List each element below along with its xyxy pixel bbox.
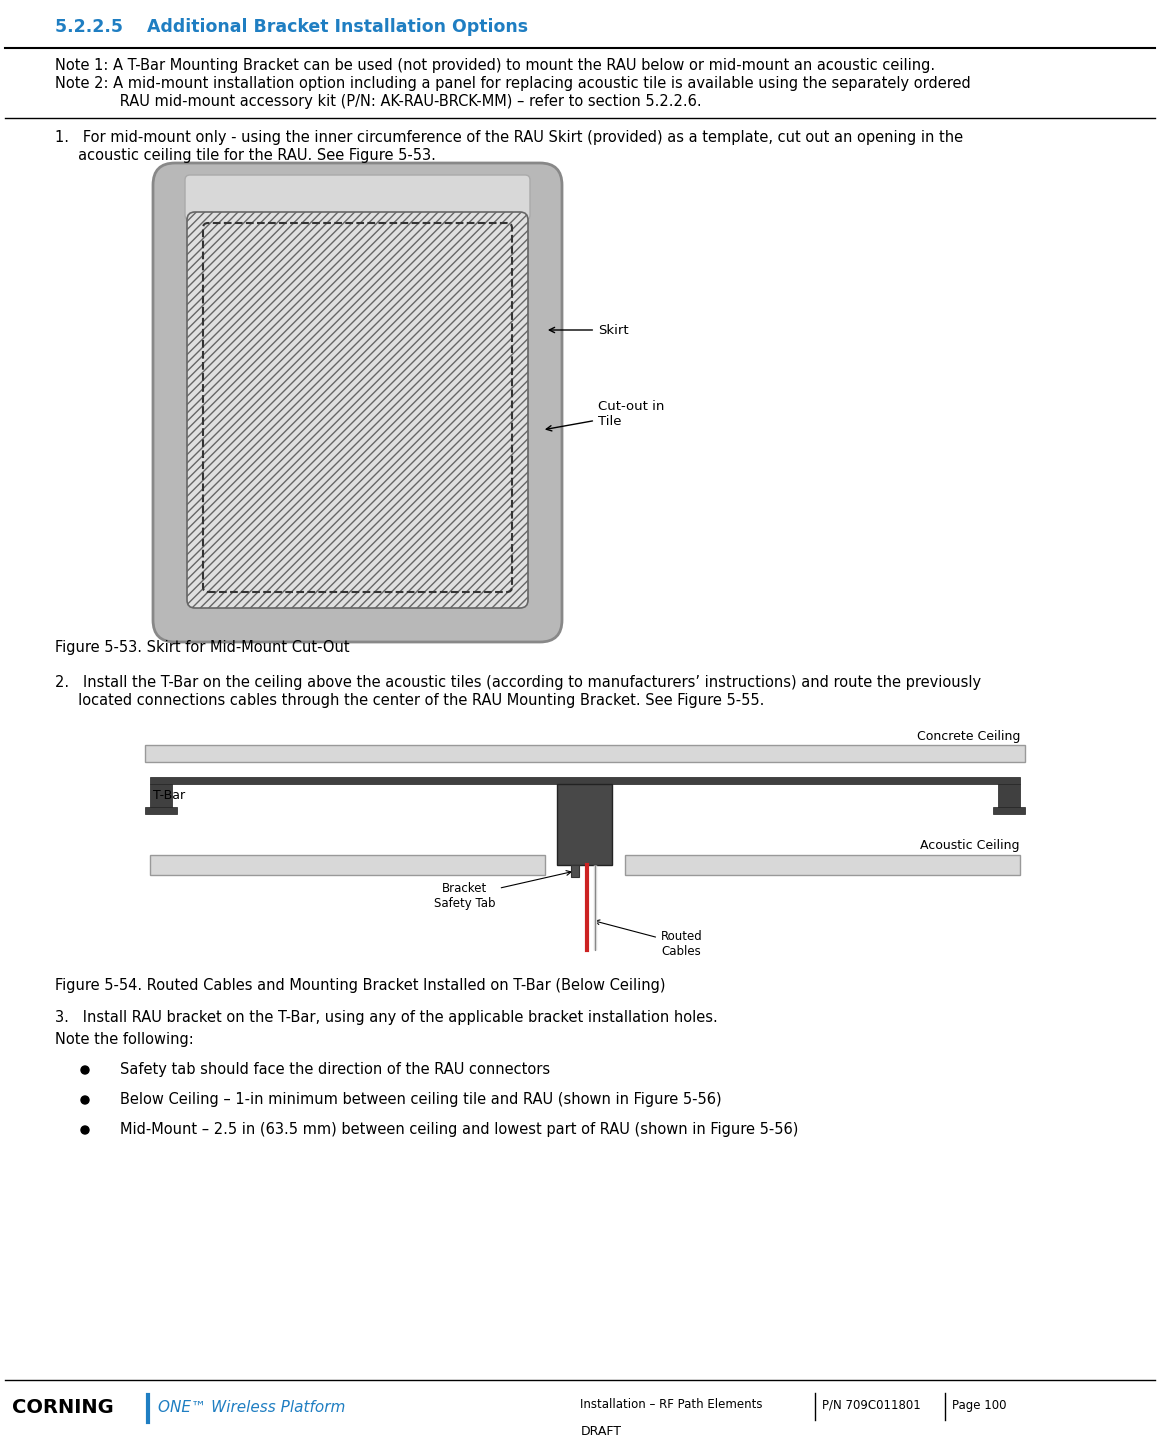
Bar [625, 855, 1020, 875]
Text: T-Bar: T-Bar [154, 789, 185, 802]
Bar [150, 784, 172, 809]
Text: Routed
Cables: Routed Cables [595, 920, 702, 959]
Text: DRAFT: DRAFT [582, 1425, 622, 1435]
Text: Figure 5-53. Skirt for Mid-Mount Cut-Out: Figure 5-53. Skirt for Mid-Mount Cut-Out [55, 640, 350, 654]
Text: Page 100: Page 100 [952, 1399, 1006, 1412]
Text: Safety tab should face the direction of the RAU connectors: Safety tab should face the direction of … [120, 1062, 550, 1078]
Circle shape [81, 1126, 90, 1134]
Bar [557, 784, 613, 865]
Text: Skirt: Skirt [549, 323, 629, 336]
FancyBboxPatch shape [154, 164, 562, 641]
Text: Cut-out in
Tile: Cut-out in Tile [547, 400, 664, 430]
Text: Bracket
Safety Tab: Bracket Safety Tab [434, 871, 571, 910]
FancyBboxPatch shape [187, 212, 528, 608]
FancyBboxPatch shape [185, 175, 530, 220]
Text: Figure 5-54. Routed Cables and Mounting Bracket Installed on T-Bar (Below Ceilin: Figure 5-54. Routed Cables and Mounting … [55, 979, 665, 993]
Text: acoustic ceiling tile for the RAU. See Figure 5-53.: acoustic ceiling tile for the RAU. See F… [55, 148, 436, 164]
Bar [150, 855, 545, 875]
Text: CORNING: CORNING [12, 1398, 114, 1416]
Text: 1.   For mid-mount only - using the inner circumference of the RAU Skirt (provid: 1. For mid-mount only - using the inner … [55, 131, 963, 145]
Circle shape [81, 1096, 90, 1104]
Text: 3.   Install RAU bracket on the T-Bar, using any of the applicable bracket insta: 3. Install RAU bracket on the T-Bar, usi… [55, 1010, 718, 1025]
Text: Acoustic Ceiling: Acoustic Ceiling [920, 839, 1020, 852]
Text: 2.   Install the T-Bar on the ceiling above the acoustic tiles (according to man: 2. Install the T-Bar on the ceiling abov… [55, 674, 982, 690]
Text: Note the following:: Note the following: [55, 1032, 194, 1048]
Text: P/N 709C011801: P/N 709C011801 [822, 1399, 921, 1412]
Text: Installation – RF Path Elements: Installation – RF Path Elements [580, 1399, 763, 1412]
Text: RAU mid-mount accessory kit (P/N: AK-RAU-BRCK-MM) – refer to section 5.2.2.6.: RAU mid-mount accessory kit (P/N: AK-RAU… [55, 95, 701, 109]
Text: Note 2: A mid-mount installation option including a panel for replacing acoustic: Note 2: A mid-mount installation option … [55, 76, 971, 90]
Bar [993, 806, 1025, 814]
Text: Concrete Ceiling: Concrete Ceiling [916, 730, 1020, 743]
Text: Below Ceiling – 1-in minimum between ceiling tile and RAU (shown in Figure 5-56): Below Ceiling – 1-in minimum between cei… [120, 1092, 721, 1106]
Circle shape [81, 1066, 90, 1073]
Bar [145, 745, 1025, 762]
Text: ONE™ Wireless Platform: ONE™ Wireless Platform [158, 1399, 345, 1415]
Text: 5.2.2.5    Additional Bracket Installation Options: 5.2.2.5 Additional Bracket Installation … [55, 19, 528, 36]
Text: located connections cables through the center of the RAU Mounting Bracket. See F: located connections cables through the c… [55, 693, 764, 707]
Bar [150, 776, 1020, 784]
Bar [998, 784, 1020, 809]
Text: Mid-Mount – 2.5 in (63.5 mm) between ceiling and lowest part of RAU (shown in Fi: Mid-Mount – 2.5 in (63.5 mm) between cei… [120, 1122, 798, 1137]
Bar [571, 865, 579, 877]
Bar [145, 806, 177, 814]
Text: Note 1: A T-Bar Mounting Bracket can be used (not provided) to mount the RAU bel: Note 1: A T-Bar Mounting Bracket can be … [55, 57, 935, 73]
